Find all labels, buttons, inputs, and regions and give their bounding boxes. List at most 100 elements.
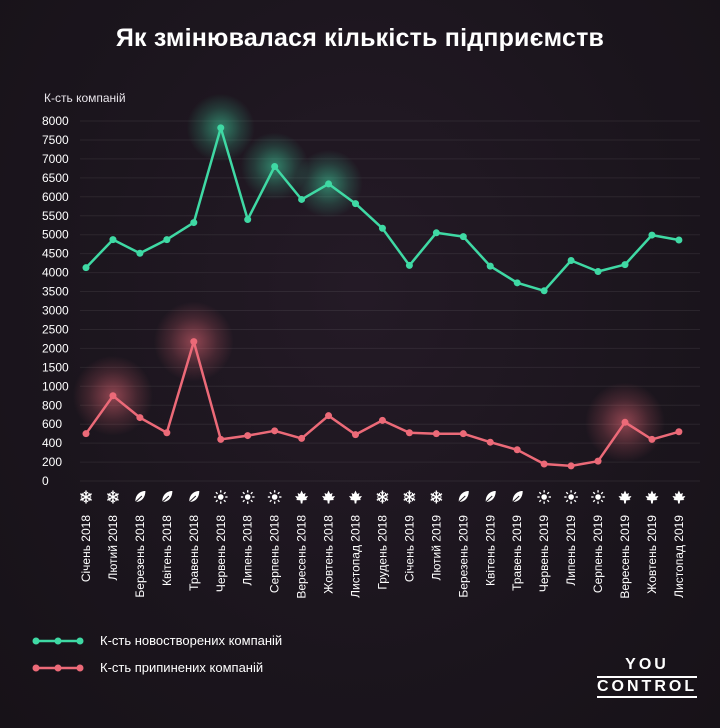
data-point [163, 236, 171, 244]
snowflake-icon [106, 490, 119, 504]
x-tick-label: Січень 2019 [402, 515, 416, 582]
data-point [675, 428, 683, 436]
y-tick-label: 5500 [42, 209, 69, 223]
y-tick-label: 400 [42, 436, 62, 450]
youcontrol-logo: YOU CONTROL [597, 656, 697, 698]
snowflake-icon [430, 490, 443, 504]
maple-leaf-icon [322, 490, 336, 504]
y-tick-label: 5000 [42, 228, 69, 242]
data-point [298, 195, 306, 203]
leaf-icon [512, 491, 523, 503]
leaf-icon [485, 491, 496, 503]
data-point [621, 418, 629, 426]
x-tick-label: Червень 2019 [537, 515, 551, 592]
data-point [648, 435, 656, 443]
leaf-icon [188, 491, 200, 503]
maple-leaf-icon [349, 490, 362, 504]
data-point [540, 460, 548, 468]
data-point [567, 256, 575, 264]
data-point [594, 457, 602, 465]
leaf-icon [162, 491, 173, 503]
snowflake-icon [80, 490, 92, 504]
leaf-icon [135, 491, 146, 503]
sun-icon [537, 490, 551, 504]
x-tick-label: Березень 2019 [456, 515, 470, 598]
sun-icon [564, 490, 578, 504]
sun-icon [591, 490, 605, 504]
x-tick-label: Червень 2018 [214, 515, 228, 592]
data-point [378, 224, 386, 232]
data-point [217, 435, 225, 443]
data-point [567, 462, 575, 470]
logo-line1: YOU [625, 656, 669, 673]
data-point [217, 124, 225, 132]
data-point [432, 229, 440, 237]
x-tick-label: Листопад 2019 [672, 515, 686, 598]
chart-title: Як змінювалася кількість підприємств [115, 24, 605, 52]
data-point [432, 430, 440, 438]
data-point [109, 236, 117, 244]
y-tick-label: 0 [42, 474, 49, 488]
data-point [540, 287, 548, 295]
legend-item-closed: К-сть припинених компаній [32, 660, 263, 675]
leaf-icon [458, 491, 469, 503]
y-tick-label: 8000 [42, 114, 69, 128]
x-tick-label: Липень 2019 [564, 515, 578, 586]
y-tick-label: 800 [42, 398, 62, 412]
maple-leaf-icon [672, 490, 686, 504]
x-tick-label: Липень 2018 [241, 515, 255, 586]
x-tick-label: Травень 2019 [510, 515, 524, 591]
data-point [594, 267, 602, 275]
data-point [486, 438, 494, 446]
data-point [352, 200, 359, 208]
data-point [459, 430, 467, 438]
data-point [136, 249, 144, 257]
snowflake-icon [403, 490, 416, 504]
data-point [136, 414, 144, 422]
x-tick-label: Грудень 2018 [375, 515, 389, 590]
maple-leaf-icon [618, 490, 632, 504]
x-tick-label: Серпень 2018 [268, 515, 282, 593]
legend-label-closed: К-сть припинених компаній [100, 660, 264, 675]
data-point [82, 430, 90, 438]
data-point [405, 261, 413, 269]
x-tick-label: Квітень 2019 [483, 515, 497, 586]
data-point [109, 392, 117, 400]
data-point [513, 446, 521, 454]
y-tick-label: 1000 [42, 379, 69, 393]
data-point [325, 180, 333, 188]
data-point [271, 427, 279, 435]
x-tick-label: Жовтень 2019 [645, 515, 659, 594]
data-point [648, 231, 656, 239]
data-point [190, 219, 198, 227]
data-point [244, 216, 252, 224]
data-point [163, 429, 171, 437]
y-axis-label: К-сть компаній [44, 91, 126, 105]
x-tick-label: Травень 2018 [187, 515, 201, 591]
y-tick-label: 200 [42, 455, 62, 469]
x-tick-label: Січень 2018 [79, 515, 93, 582]
data-point [405, 429, 413, 437]
x-tick-label: Листопад 2018 [349, 515, 363, 598]
x-tick-label: Лютий 2018 [106, 515, 120, 581]
x-tick-label: Вересень 2018 [295, 515, 309, 599]
data-point [298, 434, 306, 442]
y-tick-label: 600 [42, 417, 62, 431]
y-tick-label: 4000 [42, 266, 69, 280]
data-point [378, 416, 386, 424]
x-tick-label: Вересень 2019 [618, 515, 632, 599]
legend-label-new: К-сть новостворених компаній [100, 633, 283, 648]
sun-icon [240, 490, 255, 504]
y-tick-label: 6500 [42, 171, 69, 185]
data-point [82, 264, 90, 272]
y-tick-label: 3500 [42, 285, 69, 299]
x-tick-label: Квітень 2018 [160, 515, 174, 586]
y-tick-label: 4500 [42, 247, 69, 261]
y-tick-label: 2500 [42, 322, 69, 336]
snowflake-icon [376, 490, 389, 504]
sun-icon [213, 490, 228, 504]
y-tick-label: 3000 [42, 304, 69, 318]
y-tick-label: 7000 [42, 152, 69, 166]
series-line-new [85, 126, 680, 293]
